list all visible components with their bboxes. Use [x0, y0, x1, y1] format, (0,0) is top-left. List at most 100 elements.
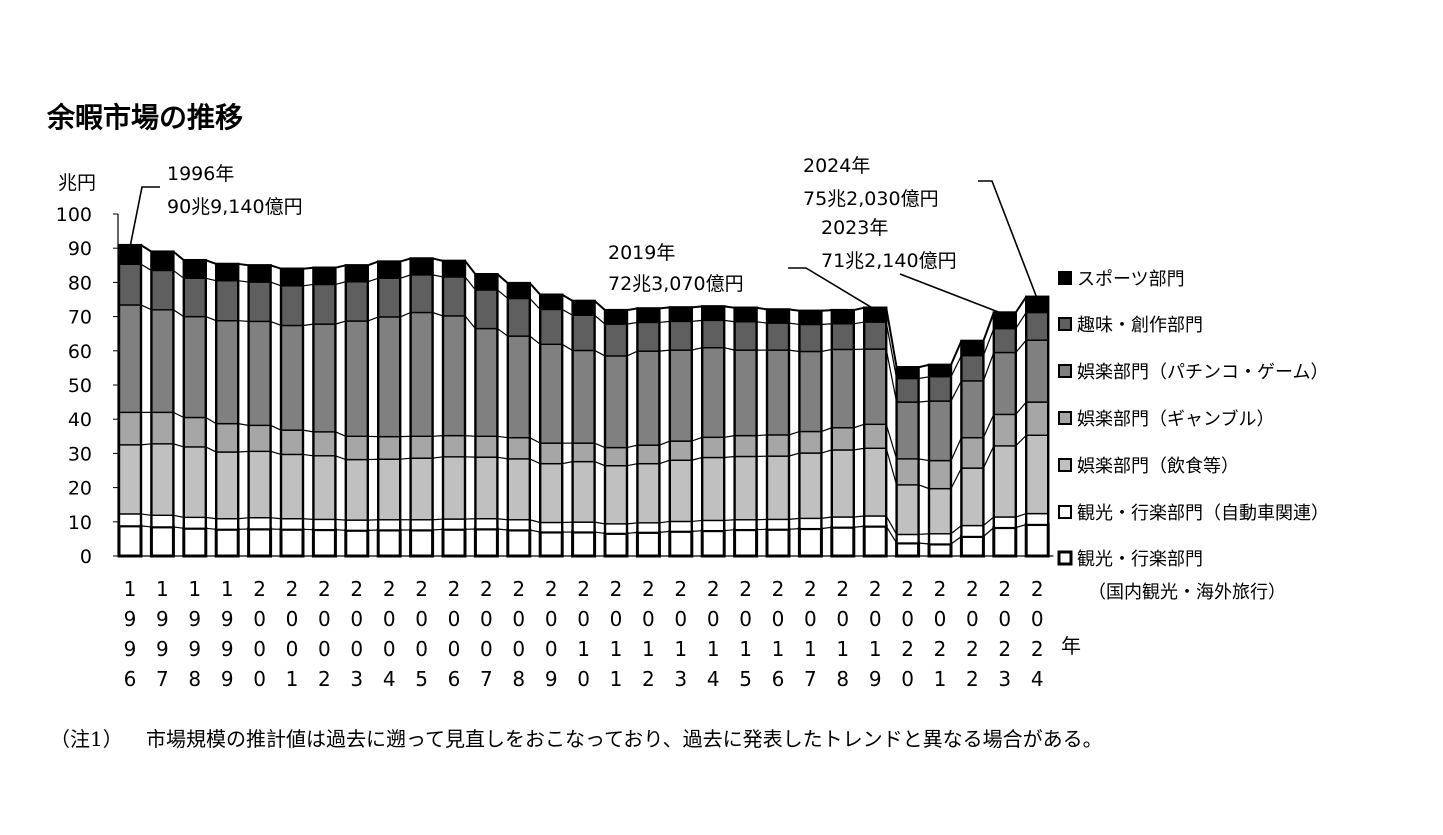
series-connector-line — [756, 321, 768, 324]
bar-segment — [539, 442, 563, 465]
bar-segment — [539, 462, 563, 524]
series-connector-line — [497, 456, 508, 460]
series-connector-line — [594, 314, 606, 325]
series-connector-line — [529, 282, 541, 296]
bar-segment — [409, 274, 434, 314]
series-connector-line — [918, 484, 930, 490]
series-connector-line — [724, 455, 735, 459]
bar-segment — [442, 276, 466, 317]
annotation-value: 75兆2,030億円 — [803, 188, 939, 210]
series-connector-line — [724, 305, 735, 309]
series-connector-line — [335, 455, 347, 461]
series-connector-line — [950, 437, 962, 461]
bar-segment — [150, 411, 175, 445]
bar-segment — [345, 264, 369, 283]
bar-segment — [312, 455, 337, 521]
bar-segment — [474, 518, 499, 530]
legend-swatch — [1057, 550, 1073, 566]
bar-segment — [928, 376, 952, 402]
series-connector-line — [788, 452, 800, 457]
bar-segment — [669, 459, 693, 523]
bar-segment — [571, 314, 596, 352]
annotation-leader-line — [899, 273, 1006, 316]
bar-segment — [442, 260, 466, 278]
series-connector-line — [399, 257, 411, 263]
series-connector-line — [918, 376, 930, 380]
annotations-layer: 1996年 90兆9,140億円 2019年 72兆3,070億円 2024年 75兆2,… — [129, 155, 1038, 316]
bar-segment — [280, 268, 304, 287]
bar-segment — [409, 257, 434, 276]
bar-segment — [928, 487, 952, 535]
y-tick-label: 90 — [68, 238, 92, 260]
series-connector-line — [885, 348, 898, 403]
annotation-value: 71兆2,140億円 — [821, 250, 957, 272]
series-connector-line — [432, 528, 444, 531]
bar-segment — [345, 320, 369, 437]
series-connector-line — [205, 277, 217, 282]
series-connector-line — [1015, 513, 1027, 518]
annotation-year: 2019年 — [608, 242, 675, 264]
bar-segment — [312, 266, 337, 286]
bar-segment — [1025, 512, 1049, 526]
bar-segment — [409, 528, 435, 558]
series-connector-line — [885, 525, 898, 544]
series-connector-line — [270, 264, 282, 270]
series-connector-line — [400, 457, 411, 460]
bar-segment — [766, 349, 790, 436]
bar-segment — [960, 524, 985, 538]
bar-segment — [765, 527, 791, 558]
bar-segment — [831, 348, 855, 429]
series-connector-line — [497, 435, 508, 439]
series-connector-line — [270, 424, 282, 431]
series-connector-line — [400, 274, 411, 279]
bar-segment — [150, 514, 175, 528]
series-connector-line — [335, 518, 346, 521]
series-connector-line — [691, 519, 703, 523]
bar-segment — [507, 458, 531, 521]
x-axis-layer: 1 9 9 6 1 9 9 7 1 9 9 8 1 9 9 9 2 0 0 0 2 0 0 1 2 0 0 2 2 0 0 3 2 0 0 4 2 0 0 5… — [124, 577, 1044, 691]
bar-segment — [928, 364, 952, 378]
series-connector-line — [270, 281, 282, 287]
series-connector-line — [529, 458, 541, 465]
series-connector-line — [821, 449, 832, 454]
annotation-value: 72兆3,070億円 — [608, 273, 744, 295]
bar-segment — [215, 320, 239, 425]
series-connector-line — [140, 443, 152, 446]
bar-segment — [669, 440, 693, 461]
series-connector-line — [140, 513, 152, 516]
series-connector-line — [724, 529, 735, 532]
bar-segment — [960, 436, 985, 469]
bar-segment — [376, 528, 402, 558]
bar-outline — [506, 281, 531, 558]
bar-segment — [183, 277, 207, 318]
series-connector-line — [367, 260, 379, 267]
bar-segment — [118, 513, 142, 527]
bar-segment — [733, 455, 758, 521]
series-connector-line — [853, 423, 865, 429]
bar-segment — [993, 516, 1017, 529]
series-connector-line — [432, 311, 444, 317]
bar-outline — [571, 299, 596, 558]
bar-segment — [895, 484, 920, 536]
series-connector-line — [529, 529, 541, 533]
series-connector-line — [432, 257, 444, 262]
series-connector-line — [691, 347, 703, 351]
bar-segment — [669, 320, 693, 351]
bar-segment — [377, 519, 401, 531]
series-connector-line — [821, 323, 832, 326]
bar-segment — [183, 315, 207, 419]
series-connector-line — [464, 435, 476, 437]
series-connector-line — [853, 447, 865, 451]
bar-segment — [571, 521, 596, 533]
bar-segment — [636, 462, 661, 524]
series-connector-line — [172, 250, 185, 261]
bar-segment — [895, 366, 920, 380]
bar-segment — [474, 289, 499, 330]
